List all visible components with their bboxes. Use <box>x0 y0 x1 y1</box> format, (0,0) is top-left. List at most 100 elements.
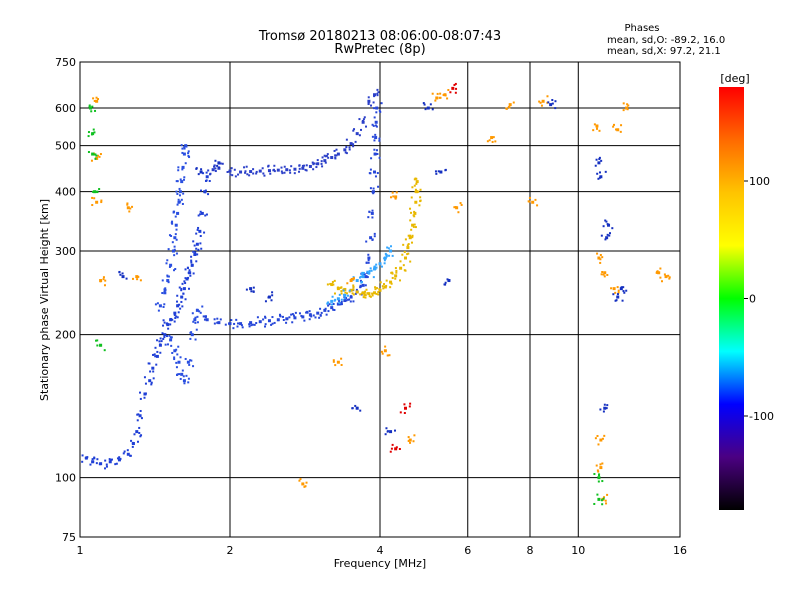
data-point <box>180 295 184 299</box>
data-point <box>244 170 247 173</box>
data-point <box>171 318 174 321</box>
data-point <box>442 93 445 96</box>
data-point <box>240 324 243 327</box>
data-point <box>373 291 377 295</box>
data-point <box>170 234 173 237</box>
data-point <box>95 200 99 204</box>
data-point <box>173 269 176 272</box>
data-point <box>190 261 193 264</box>
data-point <box>195 232 198 235</box>
data-point <box>378 288 382 292</box>
data-point <box>244 171 247 174</box>
data-point <box>407 243 410 246</box>
data-point <box>182 152 186 156</box>
data-point <box>181 166 184 169</box>
data-point <box>365 261 368 264</box>
data-point <box>403 250 406 253</box>
data-point <box>330 306 334 310</box>
data-point <box>190 264 193 267</box>
data-point <box>175 315 178 318</box>
data-point <box>171 351 174 354</box>
data-point <box>97 98 100 101</box>
data-point <box>611 227 614 230</box>
y-tick-label: 600 <box>55 102 76 115</box>
data-point <box>165 322 168 325</box>
data-point <box>197 214 200 217</box>
data-point <box>657 271 661 275</box>
data-point <box>383 262 386 265</box>
data-point <box>133 433 136 436</box>
data-point <box>249 321 253 325</box>
data-point <box>381 352 384 355</box>
data-point <box>399 260 402 263</box>
data-point <box>602 273 605 276</box>
data-point <box>143 376 146 379</box>
data-point <box>406 244 409 247</box>
data-point <box>172 211 175 214</box>
data-point <box>119 273 122 276</box>
data-point <box>84 457 87 460</box>
data-point <box>599 463 602 466</box>
data-point <box>340 292 343 295</box>
data-point <box>348 146 351 149</box>
data-point <box>180 144 183 147</box>
data-point <box>486 140 489 143</box>
data-point <box>198 229 202 233</box>
data-point <box>411 236 414 239</box>
data-point <box>603 496 606 499</box>
data-point <box>128 210 131 213</box>
data-point <box>386 354 389 357</box>
data-point <box>298 170 301 173</box>
data-point <box>340 298 343 301</box>
data-point <box>620 124 623 127</box>
data-point <box>333 149 336 152</box>
data-point <box>96 339 99 342</box>
data-point <box>199 235 202 238</box>
data-point <box>395 446 398 449</box>
data-point <box>264 300 267 303</box>
data-point <box>175 348 178 351</box>
data-point <box>174 267 177 270</box>
data-point <box>312 163 315 166</box>
data-point <box>200 247 203 250</box>
data-point <box>608 234 611 237</box>
data-point <box>162 337 165 340</box>
data-point <box>163 291 167 295</box>
data-point <box>443 283 446 286</box>
data-point <box>166 335 169 338</box>
data-point <box>362 296 365 299</box>
data-point <box>94 157 97 160</box>
data-point <box>305 481 308 484</box>
data-point <box>166 259 169 262</box>
data-point <box>604 219 607 222</box>
data-point <box>375 266 378 269</box>
phase-info-line1: mean, sd,O: -89.2, 16.0 <box>607 35 725 46</box>
data-point <box>391 191 394 194</box>
data-point <box>321 156 324 159</box>
data-point <box>158 340 161 343</box>
data-point <box>381 285 384 288</box>
data-point <box>324 155 327 158</box>
data-point <box>288 169 291 172</box>
data-point <box>176 212 179 215</box>
data-point <box>335 154 338 157</box>
x-tick-label: 16 <box>673 544 687 557</box>
data-point <box>131 441 134 444</box>
data-point <box>103 349 106 352</box>
data-point <box>602 225 605 228</box>
data-point <box>609 232 612 235</box>
data-point <box>167 327 170 330</box>
data-point <box>603 434 606 437</box>
data-point <box>162 319 165 322</box>
data-point <box>293 167 297 171</box>
data-point <box>177 345 180 348</box>
data-point <box>375 111 378 114</box>
data-point <box>551 98 554 101</box>
data-point <box>411 186 414 189</box>
data-point <box>204 316 207 319</box>
data-point <box>453 83 456 86</box>
data-point <box>95 462 98 465</box>
data-point <box>597 480 600 483</box>
data-point <box>193 244 196 247</box>
